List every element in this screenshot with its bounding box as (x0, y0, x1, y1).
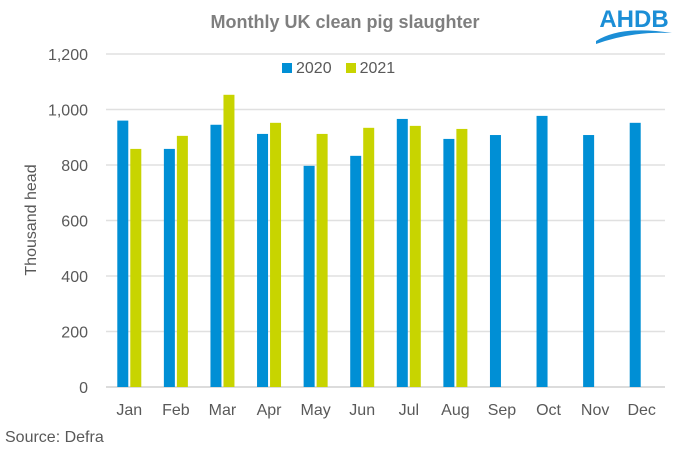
y-tick-label: 0 (79, 380, 88, 397)
legend: 2020 2021 (282, 60, 395, 78)
bar-2020-Aug (443, 138, 455, 387)
legend-item-2021: 2021 (345, 60, 396, 78)
ahdb-logo: AHDB (596, 6, 672, 44)
x-tick-label: Apr (257, 402, 283, 419)
bar-2021-Mar (223, 94, 235, 387)
y-tick-label: 1,200 (48, 47, 88, 64)
legend-item-2020: 2020 (282, 60, 332, 78)
bar-2021-Feb (176, 135, 188, 387)
bar-2020-Jul (396, 118, 408, 387)
y-axis-label: Thousand head (23, 164, 40, 275)
bar-2021-Jan (130, 148, 142, 387)
x-tick-label: Jan (116, 402, 142, 419)
bar-2020-Mar (210, 124, 222, 387)
bar-2021-May (316, 133, 328, 387)
legend-label: 2021 (359, 60, 396, 77)
bar-2021-Aug (456, 128, 468, 388)
x-tick-label: May (301, 402, 331, 419)
x-tick-label: Jul (399, 402, 419, 419)
source-note: Source: Defra (5, 429, 104, 446)
x-tick-label: Mar (209, 402, 237, 419)
bar-2020-Feb (163, 148, 175, 387)
legend-label: 2020 (296, 60, 332, 77)
x-tick-label: Aug (441, 402, 469, 419)
x-tick-label: Sep (488, 402, 517, 419)
bar-2020-Nov (583, 135, 595, 387)
x-tick-label: Nov (581, 402, 609, 419)
y-tick-label: 400 (61, 269, 88, 286)
bar-2020-May (303, 165, 315, 387)
y-tick-label: 600 (61, 214, 88, 231)
chart-title: Monthly UK clean pig slaughter (210, 12, 480, 32)
svg-text:AHDB: AHDB (599, 6, 668, 33)
x-tick-label: Jun (349, 402, 375, 419)
bar-2020-Apr (257, 133, 269, 387)
bar-2021-Apr (270, 122, 282, 387)
bar-2020-Jun (350, 155, 362, 387)
x-tick-label: Dec (627, 402, 655, 419)
bar-2020-Dec (629, 122, 641, 387)
x-tick-label: Feb (162, 402, 190, 419)
x-tick-label: Oct (536, 402, 561, 419)
bar-2020-Oct (536, 115, 548, 387)
bar-2020-Jan (117, 120, 129, 387)
bar-2020-Sep (489, 135, 501, 387)
y-tick-label: 1,000 (48, 103, 88, 120)
bar-2021-Jun (363, 127, 375, 387)
bar-2021-Jul (409, 125, 421, 387)
y-tick-label: 800 (61, 158, 88, 175)
y-tick-label: 200 (61, 325, 88, 342)
